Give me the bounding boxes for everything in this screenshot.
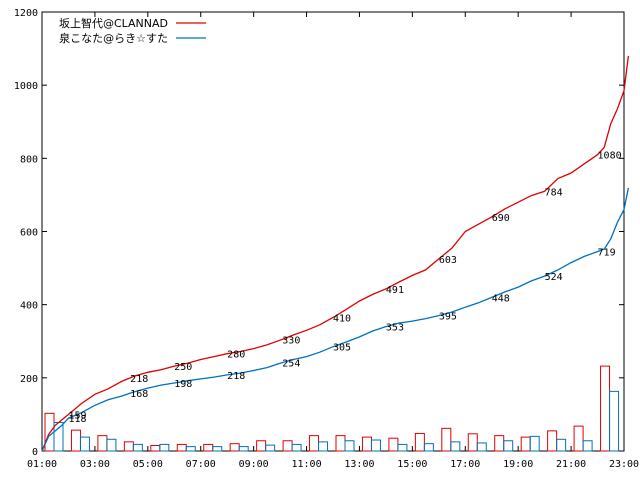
bar-series-1 [573, 425, 584, 452]
bar-series-2 [344, 440, 355, 452]
bar-series-2 [212, 446, 223, 452]
plot-frame [41, 11, 625, 452]
data-label-series-1: 784 [545, 187, 563, 198]
data-label-series-2: 448 [492, 293, 510, 304]
x-tick-label: 19:00 [503, 459, 533, 470]
bar-series-2 [238, 446, 249, 452]
bar-series-2 [53, 421, 64, 452]
bar-series-2 [397, 443, 408, 452]
bar-series-1 [229, 443, 240, 452]
bar-series-1 [203, 443, 214, 452]
y-tick-label: 200 [20, 374, 38, 385]
legend-label: 坂上智代@CLANNAD [59, 16, 168, 30]
data-label-series-2: 168 [130, 389, 148, 400]
bar-series-2 [132, 443, 143, 452]
bar-series-2 [450, 441, 461, 452]
data-label-series-2: 218 [227, 371, 245, 382]
data-label-series-1: 603 [439, 255, 457, 266]
y-tick-label: 600 [20, 228, 38, 239]
data-label-series-1: 410 [333, 313, 351, 324]
series-lines [41, 55, 630, 452]
data-label-series-2: 254 [282, 359, 300, 370]
bar-series-1 [309, 435, 320, 452]
bar-series-1 [70, 429, 81, 452]
x-tick-label: 03:00 [80, 459, 110, 470]
series-line-2 [41, 187, 630, 452]
x-tick-label: 05:00 [133, 459, 163, 470]
x-tick-label: 21:00 [556, 459, 586, 470]
data-label-series-2: 353 [386, 323, 404, 334]
bar-series-1 [441, 427, 452, 452]
bar-series-1 [520, 436, 531, 452]
data-label-series-2: 198 [174, 379, 192, 390]
bar-series-1 [600, 365, 611, 452]
bar-series-1 [150, 445, 161, 452]
bar-series-2 [556, 438, 567, 452]
bar-series-2 [159, 443, 170, 452]
bar-series-1 [335, 435, 346, 452]
data-label-series-2: 524 [545, 272, 563, 283]
series-line-1 [41, 55, 630, 452]
bar-series-2 [79, 436, 90, 452]
x-tick-label: 07:00 [186, 459, 216, 470]
bar-series-1 [494, 435, 505, 452]
bar-series-2 [609, 390, 620, 452]
bar-series-2 [318, 441, 329, 452]
y-tick-label: 1200 [14, 8, 38, 19]
x-tick-label: 11:00 [291, 459, 321, 470]
data-label-series-1: 159 [68, 410, 86, 421]
x-tick-label: 15:00 [397, 459, 427, 470]
data-label-series-1: 1080 [598, 151, 622, 162]
bar-series-2 [185, 446, 196, 452]
data-label-series-1: 280 [227, 350, 245, 361]
x-tick-label: 01:00 [27, 459, 57, 470]
bar-series-2 [529, 435, 540, 452]
bar-series-1 [256, 440, 267, 452]
y-tick-label: 0 [32, 447, 38, 458]
bar-series-2 [423, 443, 434, 452]
bar-series-2 [476, 442, 487, 452]
data-label-series-1: 690 [492, 213, 510, 224]
data-labels: 159 218 250 280 330 410 491 603 690 784 1080 118 168… [68, 151, 621, 425]
y-tick-label: 800 [20, 154, 38, 165]
x-tick-label: 17:00 [450, 459, 480, 470]
bar-series-1 [414, 432, 425, 452]
hourly-bars [44, 365, 620, 452]
data-label-series-2: 395 [439, 312, 457, 323]
x-tick-label: 23:00 [609, 459, 639, 470]
chart-axes: 0 200 400 600 800 1000 1200 01:00 03:00 05:00 07:0… [14, 8, 639, 470]
data-label-series-1: 491 [386, 285, 404, 296]
data-label-series-1: 218 [130, 374, 148, 385]
data-label-series-1: 250 [174, 362, 192, 373]
bar-series-2 [291, 443, 302, 452]
bar-series-1 [388, 437, 399, 452]
bar-series-2 [106, 438, 117, 452]
bar-series-2 [503, 440, 514, 452]
bar-series-1 [467, 433, 478, 452]
bar-series-1 [176, 443, 187, 452]
x-tick-label: 13:00 [344, 459, 374, 470]
bar-series-2 [265, 444, 276, 452]
x-tick-label: 09:00 [239, 459, 269, 470]
y-tick-label: 400 [20, 301, 38, 312]
data-label-series-1: 330 [282, 335, 300, 346]
bar-series-1 [123, 441, 134, 452]
y-tick-label: 1000 [14, 81, 38, 92]
data-label-series-2: 305 [333, 343, 351, 354]
bar-series-1 [361, 436, 372, 452]
data-label-series-2: 719 [598, 248, 616, 259]
bar-series-2 [582, 440, 593, 452]
data-label-series-2: 118 [68, 414, 86, 425]
bar-series-1 [547, 430, 558, 452]
bar-series-1 [282, 440, 293, 452]
bar-series-1 [97, 435, 108, 452]
legend-label: 泉こなた@らき☆すた [59, 31, 168, 45]
bar-series-2 [370, 439, 381, 452]
